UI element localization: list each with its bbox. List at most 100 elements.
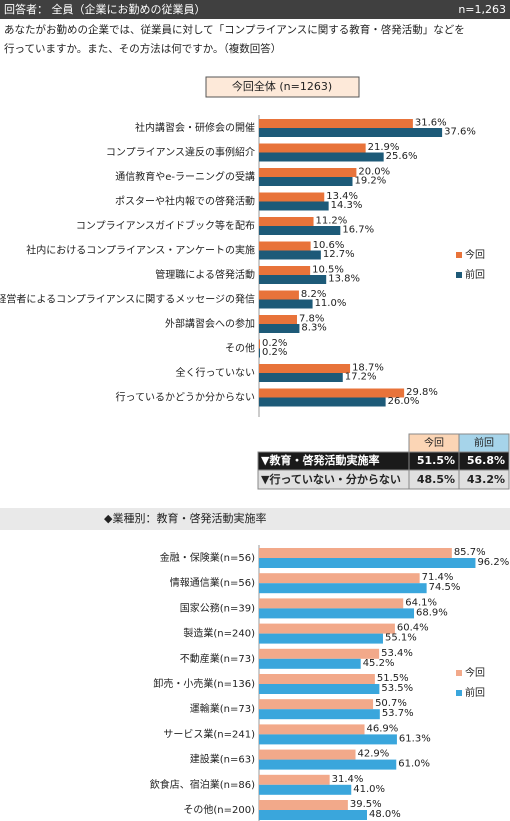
bar (259, 315, 297, 324)
value-label: 21.9% (368, 142, 400, 153)
bar (259, 658, 361, 669)
bar (259, 648, 380, 659)
legend-label: 今回 (465, 666, 485, 679)
value-label: 68.9% (416, 607, 448, 618)
table-cell: ▼行っていない・分からない (261, 472, 401, 486)
value-label: 13.8% (328, 274, 360, 285)
bar (259, 699, 374, 710)
value-label: 53.5% (381, 683, 413, 694)
value-label: 60.4% (397, 623, 429, 634)
value-label: 14.3% (331, 200, 363, 211)
bar (259, 608, 415, 619)
value-label: 0.2% (262, 338, 287, 349)
table-header: 前回 (474, 436, 494, 449)
question-line: あなたがお勤めの企業では、従業員に対して「コンプライアンスに関する教育・啓発活動… (4, 23, 465, 36)
value-label: 53.7% (382, 708, 414, 719)
bar (259, 266, 311, 275)
legend-label: 前回 (465, 686, 485, 699)
bar (259, 192, 325, 202)
value-label: 31.6% (415, 118, 447, 129)
legend-swatch (456, 272, 462, 278)
bar (259, 583, 427, 594)
value-label: 64.1% (405, 597, 437, 608)
value-label: 12.7% (323, 249, 355, 260)
section-bar (0, 508, 510, 530)
category-label: 情報通信業(n=56) (170, 576, 255, 589)
bar (259, 573, 420, 584)
category-label: 通信教育やe-ラーニングの受講 (115, 170, 255, 183)
bar (259, 143, 366, 153)
value-label: 48.0% (369, 809, 401, 820)
value-label: 37.6% (444, 127, 476, 138)
bar (259, 548, 452, 558)
category-label: コンプライアンスガイドブック等を配布 (76, 219, 255, 232)
category-label: 社内におけるコンプライアンス・アンケートの実施 (26, 244, 255, 257)
value-label: 50.7% (375, 698, 407, 709)
bar (259, 348, 260, 358)
category-label: 国家公務(n=39) (180, 601, 255, 614)
category-label: 卸売・小売業(n=136) (153, 677, 255, 690)
value-label: 18.7% (352, 363, 384, 374)
value-label: 31.4% (332, 774, 364, 785)
category-label: ポスターや社内報での啓発活動 (115, 195, 255, 208)
value-label: 29.8% (406, 387, 438, 398)
category-label: その他 (225, 342, 255, 355)
bar (259, 810, 367, 820)
category-label: サービス業(n=241) (163, 727, 255, 740)
bar (259, 373, 343, 382)
bar (259, 759, 397, 770)
category-label: コンプライアンス違反の事例紹介 (106, 146, 255, 159)
value-label: 17.2% (345, 372, 377, 383)
bar (259, 623, 395, 634)
legend-swatch (456, 690, 462, 696)
value-label: 13.4% (326, 191, 358, 202)
table-cell: 43.2% (467, 473, 505, 486)
value-label: 11.0% (315, 298, 347, 309)
value-label: 53.4% (381, 648, 413, 659)
bar (259, 152, 384, 162)
value-label: 10.6% (313, 240, 345, 251)
bar (259, 324, 300, 333)
legend-label: 前回 (465, 268, 485, 281)
bar (259, 290, 299, 300)
value-label: 45.2% (363, 658, 395, 669)
bar (259, 217, 314, 226)
bar (259, 250, 321, 260)
bar (259, 633, 383, 644)
bar (259, 397, 386, 407)
category-label: 製造業(n=240) (183, 627, 255, 640)
value-label: 16.7% (342, 225, 374, 236)
bar (259, 674, 375, 684)
value-label: 25.6% (386, 151, 418, 162)
table-header: 今回 (424, 436, 444, 449)
bar (259, 784, 352, 795)
value-label: 61.3% (399, 733, 431, 744)
bar (259, 800, 348, 810)
bar (259, 168, 357, 177)
value-label: 8.2% (301, 289, 326, 300)
value-label: 71.4% (422, 572, 454, 583)
legend-label: 今回 (465, 248, 485, 261)
bar (259, 241, 311, 251)
value-label: 96.2% (477, 557, 509, 568)
legend-swatch (456, 252, 462, 258)
bar (259, 734, 397, 745)
value-label: 61.0% (398, 759, 430, 770)
category-label: 金融・保険業(n=56) (160, 551, 255, 564)
bar (259, 128, 443, 137)
category-label: 建設業(n=63) (190, 753, 255, 766)
category-label: その他(n=200) (183, 803, 255, 816)
category-label: 不動産業(n=73) (180, 652, 255, 665)
chart-title-box (205, 76, 360, 98)
value-label: 8.3% (301, 323, 326, 334)
category-label: 運輸業(n=73) (190, 702, 255, 715)
bar (259, 275, 327, 284)
value-label: 46.9% (367, 723, 399, 734)
respondent: 回答者： 全員（企業にお勤めの従業員） (4, 2, 206, 16)
bar (259, 774, 330, 785)
value-label: 7.8% (299, 314, 324, 325)
bar (259, 388, 405, 398)
bar (259, 364, 351, 373)
value-label: 20.0% (358, 167, 390, 178)
category-label: 行っているかどうか分からない (116, 391, 256, 404)
